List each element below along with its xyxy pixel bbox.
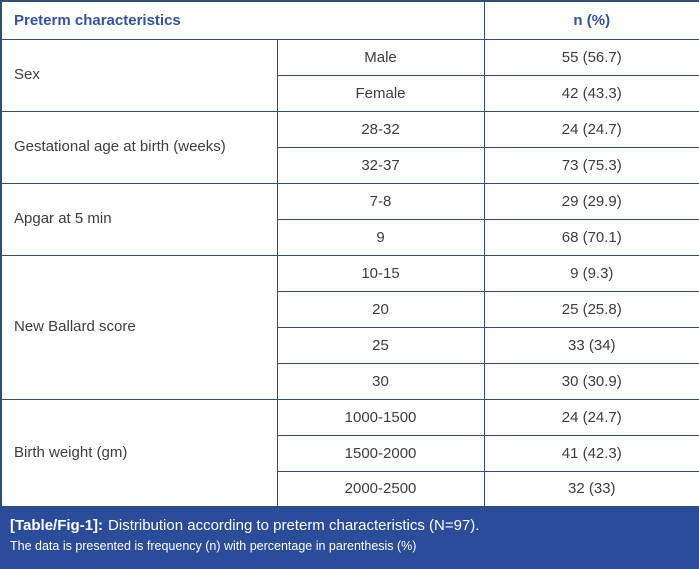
table-header: Preterm characteristics n (%) [0, 0, 699, 40]
caption-note: The data is presented is frequency (n) w… [10, 538, 417, 553]
value-cell: 25 (25.8) [483, 290, 699, 328]
table-row: 20 25 (25.8) [1, 290, 699, 328]
value-cell: 41 (42.3) [483, 434, 699, 472]
caption-tag: [Table/Fig-1]: [10, 517, 104, 534]
table-row: Apgar at 5 min 7-8 29 (29.9) [0, 182, 699, 256]
header-row: Preterm characteristics n (%) [0, 0, 699, 40]
category-cell: 7-8 [276, 182, 485, 220]
table-row: 32-37 73 (75.3) [1, 146, 699, 184]
value-cell: 33 (34) [483, 326, 699, 364]
table-row: 1500-2000 41 (42.3) [1, 434, 699, 472]
value-cell: 29 (29.9) [483, 182, 699, 220]
table-row: Sex Male 55 (56.7) [0, 38, 699, 112]
category-cell: 30 [276, 362, 485, 400]
value-cell: 55 (56.7) [483, 38, 699, 76]
table-row: Birth weight (gm) 1000-1500 24 (24.7) [0, 398, 699, 508]
row-group-label-birth-weight: Birth weight (gm) [0, 398, 278, 508]
category-cell: 32-37 [276, 146, 485, 184]
row-group-label-sex: Sex [0, 38, 278, 112]
category-cell: 20 [276, 290, 485, 328]
category-cell: 10-15 [276, 254, 485, 292]
category-cell: 9 [276, 218, 485, 256]
value-cell: 32 (33) [483, 470, 699, 508]
header-cell-n-percent: n (%) [483, 0, 699, 40]
row-group-label-ballard-score: New Ballard score [0, 254, 278, 400]
table-row: New Ballard score 10-15 9 (9.3) [0, 254, 699, 400]
caption-title-line: [Table/Fig-1]: Distribution according to … [10, 515, 689, 537]
row-group-label-gestational-age: Gestational age at birth (weeks) [0, 110, 278, 184]
table-body: Sex Male 55 (56.7) Female 42 (43.3) Gest… [0, 38, 699, 508]
row-group-label-apgar: Apgar at 5 min [0, 182, 278, 256]
value-cell: 68 (70.1) [483, 218, 699, 256]
value-cell: 9 (9.3) [483, 254, 699, 292]
table-row: 30 30 (30.9) [1, 362, 699, 400]
caption-title: Distribution according to preterm charac… [108, 517, 480, 534]
table-row: 9 68 (70.1) [1, 218, 699, 256]
value-cell: 24 (24.7) [483, 110, 699, 148]
category-cell: Male [276, 38, 485, 76]
figure-caption: [Table/Fig-1]: Distribution according to … [0, 508, 699, 569]
category-cell: 28-32 [276, 110, 485, 148]
table-row: 2000-2500 32 (33) [1, 470, 699, 508]
category-cell: Female [276, 74, 485, 112]
value-cell: 24 (24.7) [483, 398, 699, 436]
category-cell: 1000-1500 [276, 398, 485, 436]
value-cell: 42 (43.3) [483, 74, 699, 112]
category-cell: 25 [276, 326, 485, 364]
preterm-characteristics-table: Preterm characteristics n (%) Sex Male 5… [0, 0, 699, 508]
table-row: Gestational age at birth (weeks) 28-32 2… [0, 110, 699, 184]
category-cell: 1500-2000 [276, 434, 485, 472]
value-cell: 73 (75.3) [483, 146, 699, 184]
category-cell: 2000-2500 [276, 470, 485, 508]
header-cell-characteristics: Preterm characteristics [0, 0, 485, 40]
value-cell: 30 (30.9) [483, 362, 699, 400]
table-row: 25 33 (34) [1, 326, 699, 364]
